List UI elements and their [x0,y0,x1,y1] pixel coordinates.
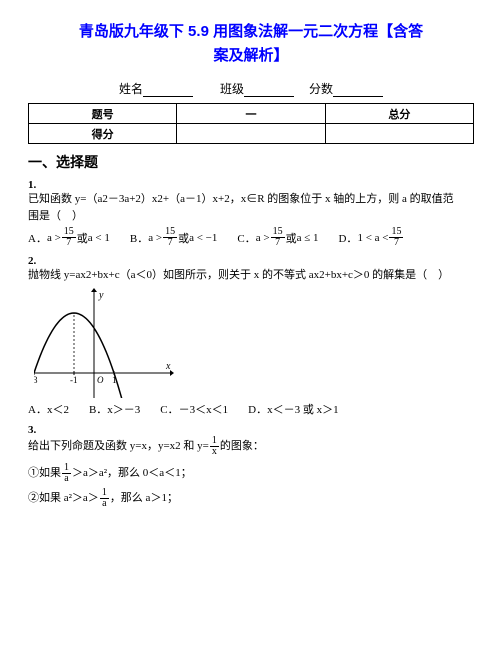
score-blank[interactable] [333,85,383,97]
td-empty [325,124,473,144]
fraction: 157 [389,227,403,248]
frac-den: 7 [62,238,76,248]
section-heading: 一、选择题 [28,152,474,172]
svg-text:-1: -1 [70,375,78,385]
q2-options: A．x＜2 B．x＞－3 C．－3＜x＜1 D．x＜－3 或 x＞1 [28,401,474,417]
frac-den: a [62,474,71,484]
frac-den: x [210,447,219,457]
td-empty [177,124,325,144]
frac-num: 1 [210,436,219,447]
q3-l1a: ①如果 [28,467,61,479]
class-label: 班级 [220,82,244,96]
q2-parabola-chart: -3 -1 1Oy x [34,288,174,398]
q2-text: 抛物线 y=ax2+bx+c（a＜0）如图所示，则关于 x 的不等式 ax2+b… [28,267,474,284]
svg-text:1: 1 [112,375,117,385]
th-num: 题号 [29,104,177,124]
score-table: 题号 一 总分 得分 [28,103,474,144]
q2-optB: B．x＞－3 [89,401,140,417]
svg-text:O: O [97,375,104,385]
fraction: 1a [62,463,71,484]
name-blank[interactable] [143,85,193,97]
q3-number: 3. [28,424,474,436]
score-label: 分数 [309,82,333,96]
fraction: 1x [210,436,219,457]
opt-frag: a > [47,232,61,244]
q2-optC: C．－3＜x＜1 [160,401,228,417]
opt-label: D． [338,230,357,246]
frac-den: 7 [271,238,285,248]
opt-frag: 1 < a < [357,232,388,244]
q3-line2: ②如果 a²＞a＞1a，那么 a＞1； [28,488,474,509]
frac-den: 7 [389,238,403,248]
q2-number: 2. [28,255,474,267]
opt-frag: a ≤ 1 [297,232,319,244]
q3-text-a: 给出下列命题及函数 y=x，y=x2 和 y= [28,440,209,452]
q2-optA: A．x＜2 [28,401,69,417]
q1-text: 已知函数 y=（a2－3a+2）x2+（a－1）x+2，x∈R 的图象位于 x … [28,191,474,224]
q1-optA: A． a > 157 或a < 1 [28,227,110,248]
q3-l2a: ②如果 a²＞a＞ [28,492,99,504]
svg-text:-3: -3 [34,375,38,385]
q1-text-a: 已知函数 y=（a2－3a+2）x2+（a－1）x+2，x∈R 的图象位于 x … [28,193,454,205]
frac-num: 1 [100,488,109,499]
title-line1: 青岛版九年级下 5.9 用图象法解一元二次方程【含答 [79,23,423,40]
opt-frag: 或 [286,230,297,246]
q3-l2b: ，那么 a＞1； [110,492,178,504]
table-row: 得分 [29,124,474,144]
class-blank[interactable] [244,85,294,97]
name-label: 姓名 [119,82,143,96]
q1-options: A． a > 157 或a < 1 B． a > 157 或a < −1 C． … [28,227,474,248]
q3-text-b: 的图象： [220,440,264,452]
title-line2: 案及解析】 [213,47,288,64]
q3-text: 给出下列命题及函数 y=x，y=x2 和 y=1x的图象： [28,436,474,457]
frac-num: 1 [62,463,71,474]
fraction: 157 [62,227,76,248]
opt-frag: a > [148,232,162,244]
opt-label: C． [237,230,255,246]
svg-text:y: y [98,290,104,301]
opt-frag: a < −1 [189,232,217,244]
svg-text:x: x [165,361,171,372]
frac-den: 7 [163,238,177,248]
q1-text-b: 围是（ ） [28,210,83,222]
opt-frag: 或 [77,230,88,246]
fraction: 157 [163,227,177,248]
td-score: 得分 [29,124,177,144]
q1-optD: D． 1 < a < 157 [338,227,404,248]
frac-den: a [100,499,109,509]
fraction: 1a [100,488,109,509]
th-total: 总分 [325,104,473,124]
opt-label: B． [130,230,148,246]
info-line: 姓名 班级 分数 [28,80,474,97]
q1-optB: B． a > 157 或a < −1 [130,227,217,248]
opt-frag: 或 [178,230,189,246]
q3-l1b: ＞a＞a²，那么 0＜a＜1； [72,467,192,479]
q1-number: 1. [28,179,474,191]
opt-frag: a < 1 [88,232,110,244]
table-row: 题号 一 总分 [29,104,474,124]
q1-optC: C． a > 157 或a ≤ 1 [237,227,318,248]
th-one: 一 [177,104,325,124]
opt-label: A． [28,230,47,246]
q3-line1: ①如果1a＞a＞a²，那么 0＜a＜1； [28,463,474,484]
opt-frag: a > [256,232,270,244]
fraction: 157 [271,227,285,248]
q2-optD: D．x＜－3 或 x＞1 [248,401,338,417]
